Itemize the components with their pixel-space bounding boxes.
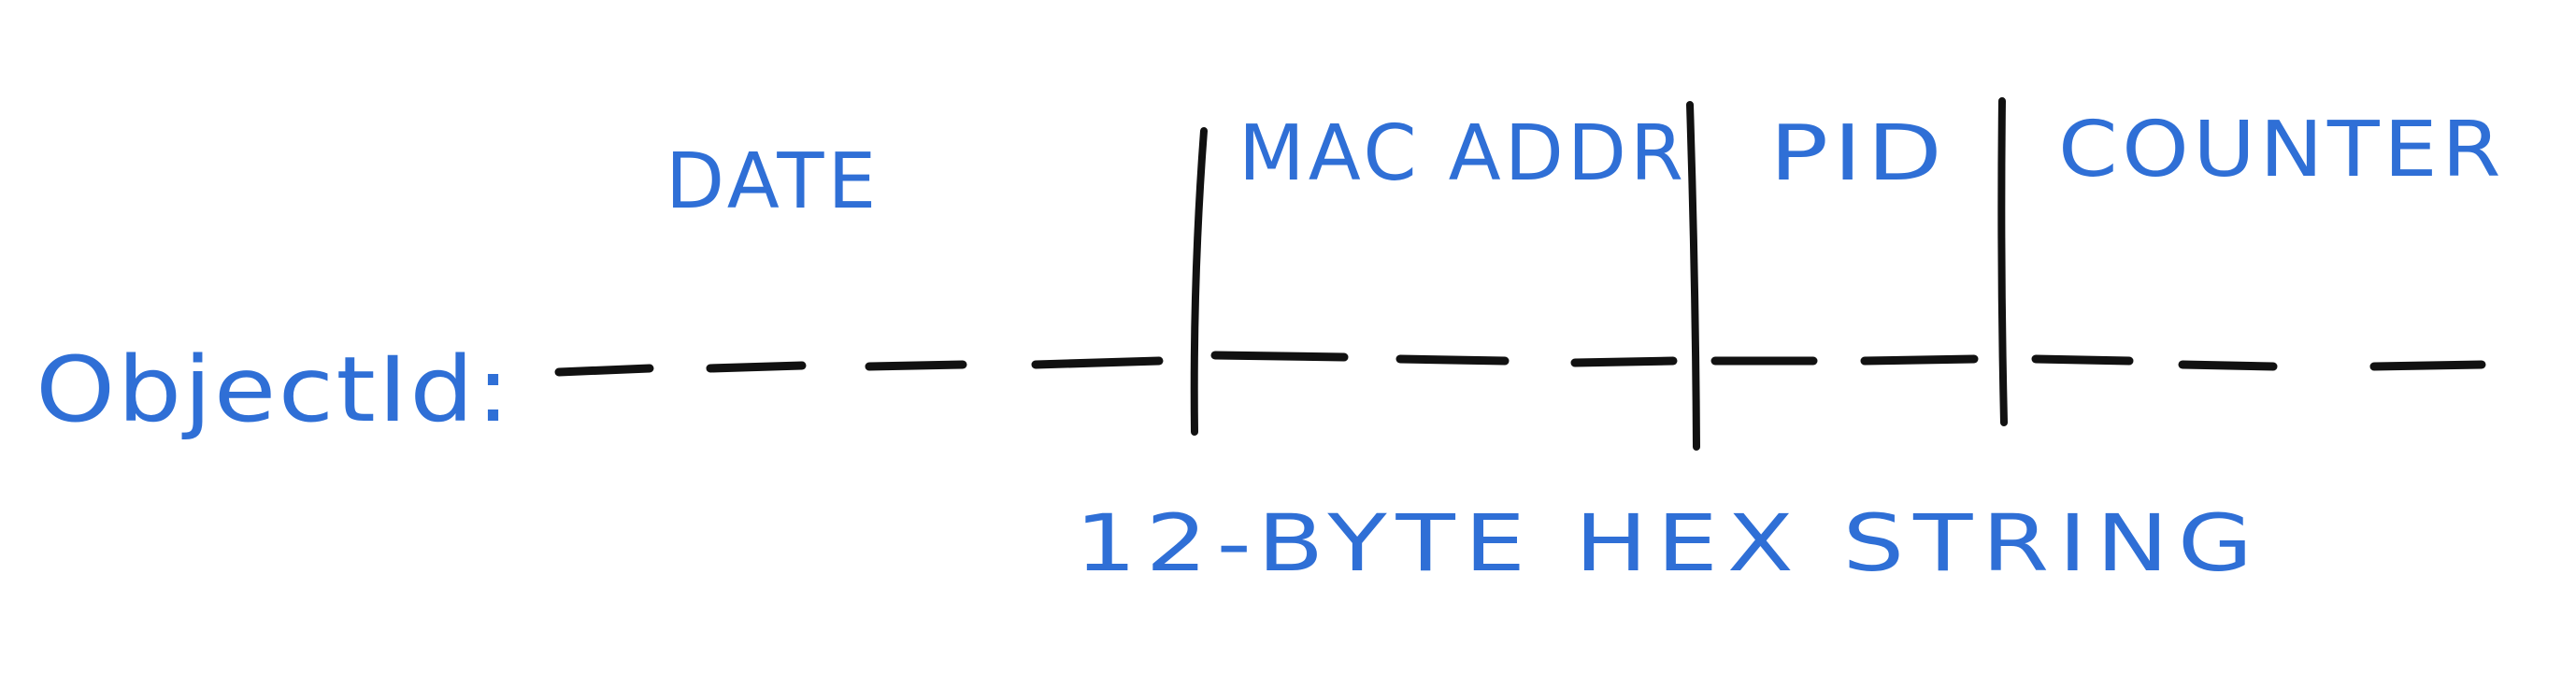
divider-date-mac	[1190, 127, 1208, 436]
byte-dash-10	[2031, 354, 2134, 366]
byte-dash-7	[1570, 356, 1678, 367]
byte-dash-9	[1860, 354, 1979, 366]
byte-dash-11	[2178, 360, 2278, 371]
segment-label-counter: COUNTER	[2058, 106, 2505, 194]
byte-dash-3	[865, 360, 967, 371]
segment-label-pid: PID	[1769, 109, 1947, 198]
byte-dash-4	[1031, 356, 1164, 369]
divider-mac-pid	[1686, 101, 1700, 451]
divider-pid-counter	[1997, 97, 2008, 426]
byte-dash-12	[2369, 360, 2486, 371]
segment-label-mac-addr: MAC ADDR	[1238, 109, 1687, 198]
byte-dash-2	[706, 361, 807, 373]
byte-dashes	[554, 351, 2486, 377]
byte-dash-6	[1395, 354, 1510, 366]
segment-dividers	[1190, 97, 2008, 451]
byte-dash-1	[554, 364, 654, 377]
objectid-label: ObjectId:	[36, 338, 512, 442]
caption-hex-string: 12-BYTE HEX STRING	[1075, 497, 2262, 589]
segment-label-date: DATE	[665, 137, 880, 226]
byte-dash-5	[1210, 351, 1349, 362]
